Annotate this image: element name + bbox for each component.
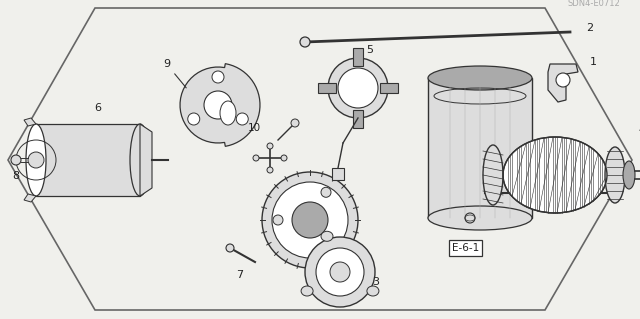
Circle shape [267, 167, 273, 173]
Polygon shape [140, 124, 152, 196]
Circle shape [316, 248, 364, 296]
Bar [353, 110, 363, 128]
Polygon shape [180, 63, 260, 146]
Text: 6: 6 [95, 103, 102, 113]
Circle shape [300, 37, 310, 47]
Circle shape [273, 215, 283, 225]
Circle shape [204, 91, 232, 119]
Ellipse shape [367, 286, 379, 296]
Bar [318, 83, 336, 93]
Circle shape [253, 155, 259, 161]
Text: 10: 10 [248, 123, 260, 133]
Text: SDN4-E0712: SDN4-E0712 [567, 0, 620, 8]
Ellipse shape [483, 145, 503, 205]
Text: 5: 5 [367, 45, 374, 55]
Text: 1: 1 [589, 57, 596, 67]
Polygon shape [332, 168, 344, 180]
Ellipse shape [220, 101, 236, 125]
Text: E-6-1: E-6-1 [452, 243, 479, 253]
Text: 9: 9 [163, 59, 186, 88]
Text: 7: 7 [236, 270, 244, 280]
Text: 3: 3 [372, 277, 380, 287]
Circle shape [236, 113, 248, 125]
Circle shape [328, 58, 388, 118]
Circle shape [321, 187, 331, 197]
Circle shape [330, 262, 350, 282]
Circle shape [11, 155, 21, 165]
Ellipse shape [623, 161, 635, 189]
Ellipse shape [26, 124, 46, 196]
Circle shape [556, 73, 570, 87]
Circle shape [338, 68, 378, 108]
Circle shape [212, 71, 224, 83]
Circle shape [272, 182, 348, 258]
Circle shape [226, 244, 234, 252]
Text: 8: 8 [12, 171, 20, 181]
Ellipse shape [321, 231, 333, 241]
Polygon shape [548, 64, 578, 102]
Ellipse shape [301, 286, 313, 296]
Circle shape [465, 213, 475, 223]
Circle shape [291, 119, 299, 127]
Polygon shape [24, 118, 36, 126]
Text: 4: 4 [639, 125, 640, 135]
Polygon shape [24, 194, 36, 202]
Bar [353, 48, 363, 66]
Circle shape [321, 243, 331, 253]
Circle shape [292, 202, 328, 238]
Ellipse shape [130, 124, 150, 196]
Circle shape [28, 152, 44, 168]
Circle shape [188, 113, 200, 125]
Circle shape [281, 155, 287, 161]
Ellipse shape [428, 206, 532, 230]
Bar [36, 124, 140, 196]
Circle shape [305, 237, 375, 307]
Circle shape [262, 172, 358, 268]
Ellipse shape [503, 137, 607, 213]
Bar [380, 83, 398, 93]
Ellipse shape [605, 147, 625, 203]
Circle shape [267, 143, 273, 149]
Bar [428, 78, 532, 218]
Ellipse shape [428, 66, 532, 90]
Text: 2: 2 [586, 23, 593, 33]
